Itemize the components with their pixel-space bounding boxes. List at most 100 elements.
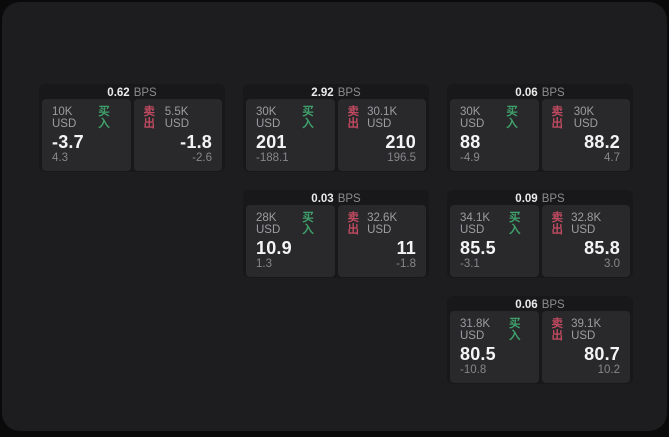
buy-sub-value: -4.9 bbox=[460, 152, 480, 164]
buy-sub-value: 4.3 bbox=[52, 152, 68, 164]
buy-price: 10.9 bbox=[256, 238, 292, 258]
sell-panel[interactable]: 卖出 32.8K USD 85.8 3.0 bbox=[541, 205, 630, 277]
spread-value: 2.92 bbox=[311, 87, 334, 99]
sell-side-label: 卖出 bbox=[551, 212, 564, 236]
sell-sub-value: -1.8 bbox=[396, 258, 416, 270]
sell-price: 210 bbox=[385, 132, 416, 152]
spread-value: 0.09 bbox=[515, 193, 538, 205]
buy-label-row: 30K USD 买入 bbox=[256, 106, 325, 130]
sell-price: 85.8 bbox=[584, 238, 620, 258]
sell-panel[interactable]: 卖出 5.5K USD -1.8 -2.6 bbox=[133, 99, 222, 171]
spread-value: 0.06 bbox=[515, 299, 538, 311]
buy-price: 201 bbox=[256, 132, 287, 152]
sell-panel[interactable]: 卖出 39.1K USD 80.7 10.2 bbox=[541, 311, 630, 383]
spread-header: 0.06 BPS bbox=[450, 299, 630, 311]
sell-sub-value: 4.7 bbox=[604, 152, 620, 164]
sell-panel[interactable]: 卖出 30K USD 88.2 4.7 bbox=[541, 99, 630, 171]
app-window: 0.62 BPS 10K USD 买入 -3.7 4.3 卖出 5.5K USD… bbox=[2, 2, 667, 431]
sell-sub-value: 196.5 bbox=[387, 152, 416, 164]
buy-panel[interactable]: 30K USD 买入 88 -4.9 bbox=[450, 99, 539, 171]
buy-notional: 30K USD bbox=[256, 106, 281, 130]
sell-label-row: 卖出 30.1K USD bbox=[348, 106, 417, 130]
buy-side-label: 买入 bbox=[508, 318, 521, 342]
sell-side-label: 卖出 bbox=[143, 106, 156, 130]
quote-panels: 30K USD 买入 88 -4.9 卖出 30K USD 88.2 4.7 bbox=[450, 99, 630, 171]
quote-card[interactable]: 0.62 BPS 10K USD 买入 -3.7 4.3 卖出 5.5K USD… bbox=[39, 84, 225, 172]
sell-side-label: 卖出 bbox=[551, 106, 564, 130]
quote-panels: 31.8K USD 买入 80.5 -10.8 卖出 39.1K USD 80.… bbox=[450, 311, 630, 383]
spread-header: 0.06 BPS bbox=[450, 87, 630, 99]
quote-panels: 30K USD 买入 201 -188.1 卖出 30.1K USD 210 1… bbox=[246, 99, 426, 171]
quote-card[interactable]: 0.06 BPS 30K USD 买入 88 -4.9 卖出 30K USD 8… bbox=[447, 84, 633, 172]
spread-unit: BPS bbox=[541, 87, 565, 99]
buy-panel[interactable]: 34.1K USD 买入 85.5 -3.1 bbox=[450, 205, 539, 277]
buy-sub-value: -3.1 bbox=[460, 258, 480, 270]
buy-sub-value: 1.3 bbox=[256, 258, 272, 270]
sell-notional: 30.1K USD bbox=[367, 106, 398, 130]
buy-sub-value: -10.8 bbox=[460, 364, 487, 376]
spread-header: 0.09 BPS bbox=[450, 193, 630, 205]
buy-side-label: 买入 bbox=[506, 106, 518, 130]
buy-notional: 31.8K USD bbox=[460, 318, 491, 342]
sell-sub-value: -2.6 bbox=[192, 152, 212, 164]
spread-header: 0.62 BPS bbox=[42, 87, 222, 99]
buy-panel[interactable]: 30K USD 买入 201 -188.1 bbox=[246, 99, 335, 171]
buy-label-row: 10K USD 买入 bbox=[52, 106, 121, 130]
quote-panels: 34.1K USD 买入 85.5 -3.1 卖出 32.8K USD 85.8… bbox=[450, 205, 630, 277]
quote-card[interactable]: 0.09 BPS 34.1K USD 买入 85.5 -3.1 卖出 32.8K… bbox=[447, 190, 633, 278]
buy-panel[interactable]: 10K USD 买入 -3.7 4.3 bbox=[42, 99, 131, 171]
spread-value: 0.62 bbox=[107, 87, 130, 99]
sell-notional: 32.8K USD bbox=[571, 212, 602, 236]
buy-price: -3.7 bbox=[52, 132, 84, 152]
buy-notional: 28K USD bbox=[256, 212, 281, 236]
buy-side-label: 买入 bbox=[302, 106, 314, 130]
buy-notional: 34.1K USD bbox=[460, 212, 491, 236]
sell-notional: 39.1K USD bbox=[571, 318, 602, 342]
buy-price: 88 bbox=[460, 132, 481, 152]
sell-label-row: 卖出 5.5K USD bbox=[144, 106, 213, 130]
sell-side-label: 卖出 bbox=[347, 212, 360, 236]
spread-unit: BPS bbox=[133, 87, 157, 99]
spread-unit: BPS bbox=[541, 299, 565, 311]
sell-label-row: 卖出 30K USD bbox=[552, 106, 621, 130]
buy-label-row: 31.8K USD 买入 bbox=[460, 318, 529, 342]
sell-sub-value: 3.0 bbox=[604, 258, 620, 270]
sell-notional: 30K USD bbox=[573, 106, 598, 130]
buy-sub-value: -188.1 bbox=[256, 152, 289, 164]
spread-value: 0.06 bbox=[515, 87, 538, 99]
quote-card[interactable]: 2.92 BPS 30K USD 买入 201 -188.1 卖出 30.1K … bbox=[243, 84, 429, 172]
buy-side-label: 买入 bbox=[302, 212, 314, 236]
buy-side-label: 买入 bbox=[508, 212, 521, 236]
buy-price: 85.5 bbox=[460, 238, 496, 258]
buy-notional: 10K USD bbox=[52, 106, 77, 130]
sell-price: -1.8 bbox=[180, 132, 212, 152]
quote-card[interactable]: 0.03 BPS 28K USD 买入 10.9 1.3 卖出 32.6K US… bbox=[243, 190, 429, 278]
spread-header: 2.92 BPS bbox=[246, 87, 426, 99]
buy-notional: 30K USD bbox=[460, 106, 485, 130]
sell-price: 80.7 bbox=[584, 344, 620, 364]
sell-label-row: 卖出 32.6K USD bbox=[348, 212, 417, 236]
sell-panel[interactable]: 卖出 32.6K USD 11 -1.8 bbox=[337, 205, 426, 277]
buy-label-row: 28K USD 买入 bbox=[256, 212, 325, 236]
quote-panels: 28K USD 买入 10.9 1.3 卖出 32.6K USD 11 -1.8 bbox=[246, 205, 426, 277]
buy-panel[interactable]: 31.8K USD 买入 80.5 -10.8 bbox=[450, 311, 539, 383]
spread-value: 0.03 bbox=[311, 193, 334, 205]
sell-notional: 5.5K USD bbox=[164, 106, 190, 130]
sell-sub-value: 10.2 bbox=[597, 364, 620, 376]
spread-unit: BPS bbox=[337, 87, 361, 99]
buy-side-label: 买入 bbox=[98, 106, 110, 130]
buy-panel[interactable]: 28K USD 买入 10.9 1.3 bbox=[246, 205, 335, 277]
buy-label-row: 34.1K USD 买入 bbox=[460, 212, 529, 236]
sell-price: 88.2 bbox=[584, 132, 620, 152]
sell-panel[interactable]: 卖出 30.1K USD 210 196.5 bbox=[337, 99, 426, 171]
buy-label-row: 30K USD 买入 bbox=[460, 106, 529, 130]
spread-unit: BPS bbox=[337, 193, 361, 205]
sell-label-row: 卖出 39.1K USD bbox=[552, 318, 621, 342]
sell-side-label: 卖出 bbox=[347, 106, 360, 130]
sell-notional: 32.6K USD bbox=[367, 212, 398, 236]
spread-header: 0.03 BPS bbox=[246, 193, 426, 205]
quote-card[interactable]: 0.06 BPS 31.8K USD 买入 80.5 -10.8 卖出 39.1… bbox=[447, 296, 633, 384]
sell-label-row: 卖出 32.8K USD bbox=[552, 212, 621, 236]
sell-price: 11 bbox=[396, 238, 416, 258]
sell-side-label: 卖出 bbox=[551, 318, 564, 342]
